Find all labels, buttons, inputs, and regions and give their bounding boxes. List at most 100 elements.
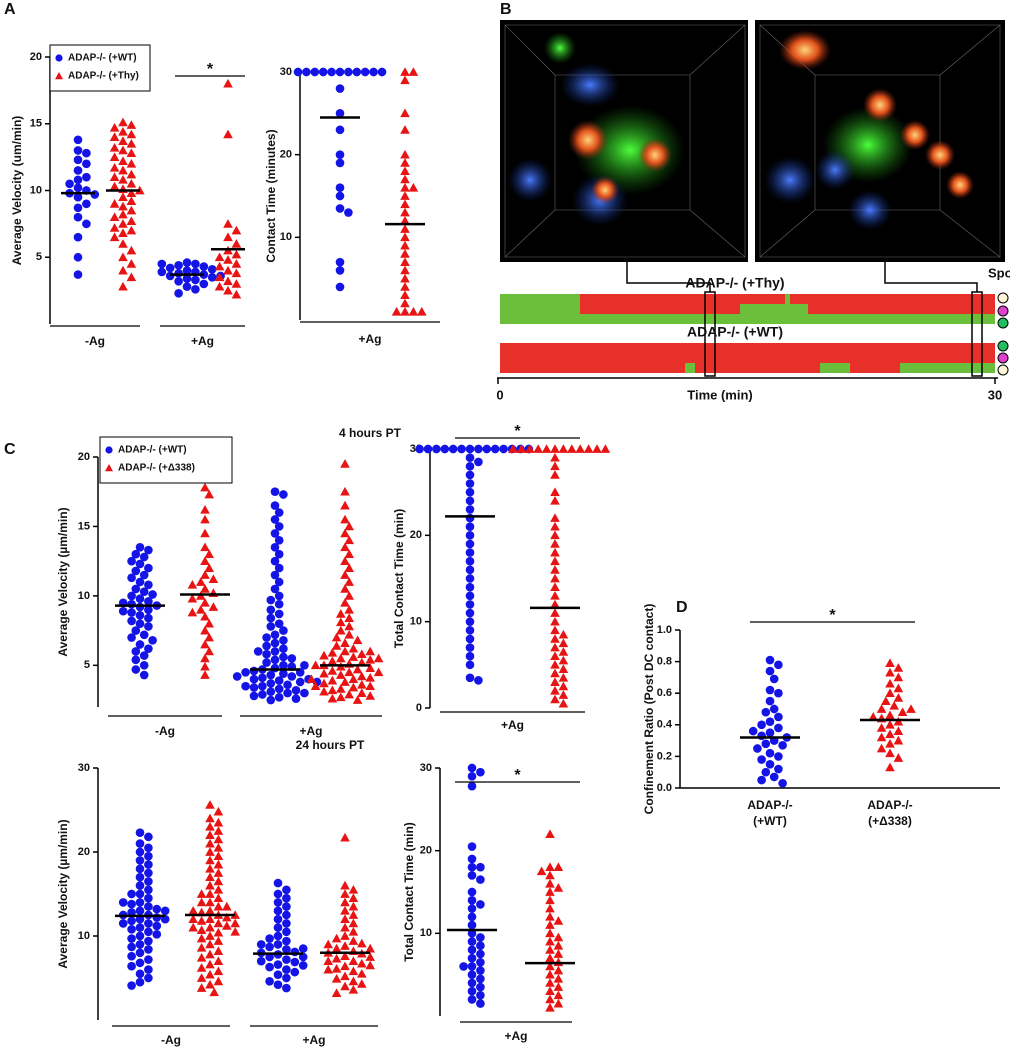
data-point [553, 932, 564, 942]
data-point [126, 225, 137, 235]
data-point [467, 904, 477, 913]
group-label: +Ag [501, 718, 524, 732]
data-point [348, 901, 359, 911]
data-point [340, 584, 350, 593]
data-point [300, 688, 309, 698]
data-point [118, 265, 128, 275]
data-point [344, 591, 354, 600]
data-point [209, 987, 219, 997]
data-point [118, 136, 128, 145]
data-point [188, 914, 198, 924]
data-point [204, 549, 214, 559]
data-point [893, 753, 904, 762]
data-point [352, 67, 362, 77]
data-point [274, 599, 284, 609]
data-point [222, 901, 232, 911]
data-point [144, 955, 153, 964]
data-point [295, 677, 305, 687]
data-point [344, 613, 354, 622]
data-point [118, 606, 128, 616]
data-point [465, 444, 475, 454]
data-point [204, 646, 214, 656]
data-point [265, 934, 274, 943]
data-point [118, 117, 128, 127]
data-point [335, 204, 345, 213]
data-point [298, 944, 308, 953]
data-point [73, 155, 83, 165]
data-point [118, 281, 128, 291]
data-point [144, 843, 153, 853]
data-point [223, 285, 233, 295]
data-point [144, 936, 153, 946]
data-point [144, 965, 153, 974]
data-point [348, 885, 359, 894]
data-point [550, 530, 560, 540]
data-point [279, 661, 288, 670]
data-point [365, 646, 375, 656]
data-point [516, 444, 527, 453]
data-point [550, 582, 560, 591]
data-point [310, 681, 321, 691]
data-point [310, 67, 320, 77]
data-point [490, 444, 500, 454]
data-point [465, 453, 475, 462]
data-point [188, 906, 198, 915]
data-point [213, 927, 224, 937]
data-point [774, 723, 783, 733]
data-point [550, 470, 560, 479]
data-point [331, 963, 342, 973]
data-point [139, 570, 149, 580]
data-point [352, 664, 363, 674]
data-point [440, 444, 450, 454]
data-point [348, 976, 359, 986]
data-point [82, 159, 91, 169]
data-point [213, 834, 224, 844]
data-point [545, 945, 555, 954]
data-point [774, 688, 783, 698]
data-point [545, 953, 555, 962]
data-point [262, 633, 271, 642]
data-point [761, 767, 771, 777]
data-point [885, 678, 895, 688]
data-point [348, 910, 359, 919]
data-point [300, 661, 309, 670]
data-point [144, 893, 153, 903]
legend-label: ADAP-/- (+WT) [68, 53, 137, 64]
data-point [196, 942, 207, 952]
y-tick-label: 30 [420, 762, 432, 774]
data-point [550, 573, 560, 583]
data-point [148, 590, 157, 599]
data-point [344, 689, 354, 699]
data-point [344, 521, 354, 531]
data-point [200, 556, 210, 566]
data-point [205, 813, 215, 823]
data-point [291, 694, 301, 703]
data-point [550, 547, 560, 557]
data-point [265, 942, 274, 952]
data-point [352, 635, 363, 645]
data-point [144, 580, 153, 590]
data-point [885, 720, 895, 729]
data-point [135, 977, 145, 987]
data-point [327, 648, 338, 657]
data-point [476, 933, 485, 942]
data-point [340, 971, 350, 981]
y-tick-label: 10 [280, 231, 292, 243]
data-point [476, 999, 485, 1008]
data-point [231, 259, 242, 268]
data-point [196, 983, 207, 992]
data-point [144, 902, 153, 911]
data-point [205, 949, 215, 959]
data-point [765, 666, 775, 676]
data-point [369, 67, 378, 77]
data-point [340, 889, 350, 898]
data-point [266, 679, 276, 688]
data-point [550, 513, 560, 522]
data-point [344, 549, 354, 559]
data-point [553, 957, 564, 967]
significance-label: * [514, 767, 521, 784]
data-point [348, 984, 359, 994]
data-point [200, 661, 210, 671]
data-point [885, 729, 895, 739]
data-point [270, 655, 280, 665]
